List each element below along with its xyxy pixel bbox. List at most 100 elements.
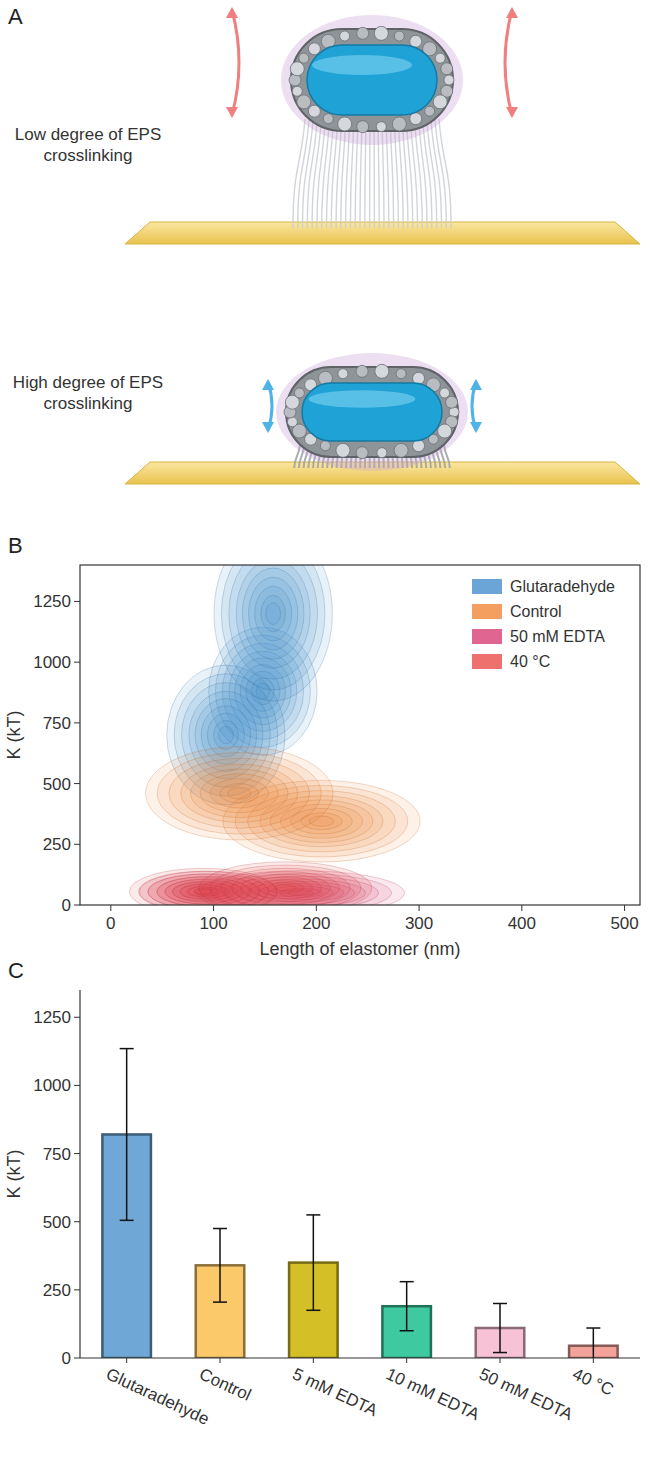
y-tick	[74, 662, 80, 663]
legend-label: Glutaradehyde	[510, 578, 615, 595]
eps-clump	[287, 417, 297, 427]
density-contour	[210, 865, 361, 905]
arrow-head	[262, 422, 274, 433]
density-contour	[241, 874, 331, 901]
x-axis	[80, 1357, 640, 1358]
x-tick	[500, 1358, 501, 1363]
caption-line: crosslinking	[44, 394, 133, 413]
y-tick-label: 0	[62, 1349, 71, 1368]
eps-clump	[356, 365, 368, 377]
eps-clump	[375, 364, 389, 378]
arrow-head	[226, 7, 238, 18]
density-contour	[249, 577, 298, 650]
eps-coat	[291, 29, 453, 131]
x-tick	[313, 1358, 314, 1363]
x-tick-label: Control	[196, 1364, 254, 1404]
cell-body	[302, 383, 442, 441]
legend-swatch	[472, 629, 502, 644]
error-bar	[493, 1303, 507, 1352]
eps-clump	[440, 388, 450, 398]
plot-frame	[80, 565, 640, 905]
y-tick-label: 1250	[33, 592, 71, 611]
error-cap	[120, 1220, 134, 1222]
y-tick-label: 250	[43, 1281, 71, 1300]
y-tick-label: 750	[43, 1145, 71, 1164]
y-tick-label: 750	[43, 714, 71, 733]
x-tick	[406, 1358, 407, 1363]
x-tick	[316, 905, 317, 911]
error-bar	[586, 1328, 600, 1358]
density-contour	[261, 595, 286, 631]
error-cap	[213, 1228, 227, 1230]
caption-line: Low degree of EPS	[15, 125, 161, 144]
y-tick-label: 1000	[33, 1076, 71, 1095]
error-cap	[213, 1301, 227, 1303]
error-line	[593, 1328, 595, 1358]
x-tick-label: 0	[106, 914, 115, 933]
eps-clump	[376, 122, 386, 132]
y-tick	[74, 783, 80, 784]
error-line	[313, 1215, 315, 1310]
x-tick-label: 400	[508, 914, 536, 933]
eps-clump	[394, 443, 408, 457]
x-tick-label: 5 mM EDTA	[290, 1364, 381, 1420]
density-contour	[181, 764, 298, 822]
legend-swatch	[472, 579, 502, 594]
eps-clump	[433, 95, 447, 109]
y-tick	[74, 722, 80, 723]
density-contour	[200, 774, 278, 813]
caption: Low degree of EPS crosslinking	[15, 125, 161, 165]
eps-clump	[292, 86, 302, 96]
density-contour	[219, 726, 234, 743]
eps-clump	[444, 75, 454, 85]
density-contour	[190, 769, 288, 818]
highlight	[312, 55, 412, 75]
cell-body	[307, 45, 437, 115]
density-contour	[236, 565, 310, 668]
eps-coat	[286, 367, 458, 457]
eps-clump	[290, 62, 304, 76]
density-contour	[214, 565, 332, 701]
density-contour	[157, 752, 321, 834]
halo	[281, 15, 463, 145]
x-tick	[419, 905, 420, 911]
caption-line: High degree of EPS	[13, 373, 163, 392]
density-contour	[228, 787, 251, 799]
eps-clump	[338, 369, 348, 379]
halo	[276, 353, 468, 471]
legend-label: Control	[510, 603, 562, 620]
eps-clump	[449, 407, 459, 417]
eps-clump	[323, 114, 333, 124]
eps-clump	[340, 31, 350, 41]
eps-clump	[377, 448, 387, 458]
figure: A Low degree of EPS crosslinking High degre…	[0, 0, 663, 1481]
caption-line: crosslinking	[44, 146, 133, 165]
eps-clump	[294, 388, 304, 398]
panel-letter: A	[8, 4, 23, 29]
x-tick	[521, 905, 522, 911]
density-contour	[250, 877, 322, 899]
eps-clump	[392, 117, 406, 131]
error-line	[219, 1229, 221, 1303]
density-contour	[214, 720, 239, 749]
motion-arrow	[232, 10, 239, 115]
highlight	[309, 390, 416, 407]
eps-clump	[297, 95, 311, 109]
plot-area	[129, 565, 420, 905]
eps-clump	[357, 121, 369, 133]
x-tick	[624, 905, 625, 911]
error-bar	[213, 1229, 227, 1303]
eps-fiber	[419, 119, 427, 228]
density-contour	[266, 603, 281, 625]
error-cap	[586, 1327, 600, 1329]
x-tick	[593, 1358, 594, 1363]
x-tick	[220, 1358, 221, 1363]
y-tick	[74, 1085, 80, 1086]
eps-clump	[299, 53, 309, 63]
x-tick	[110, 905, 111, 911]
arrow-head	[470, 422, 482, 433]
y-tick-label: 500	[43, 1213, 71, 1232]
density-contour	[210, 779, 269, 808]
eps-clump	[338, 117, 352, 131]
error-cap	[400, 1330, 414, 1332]
